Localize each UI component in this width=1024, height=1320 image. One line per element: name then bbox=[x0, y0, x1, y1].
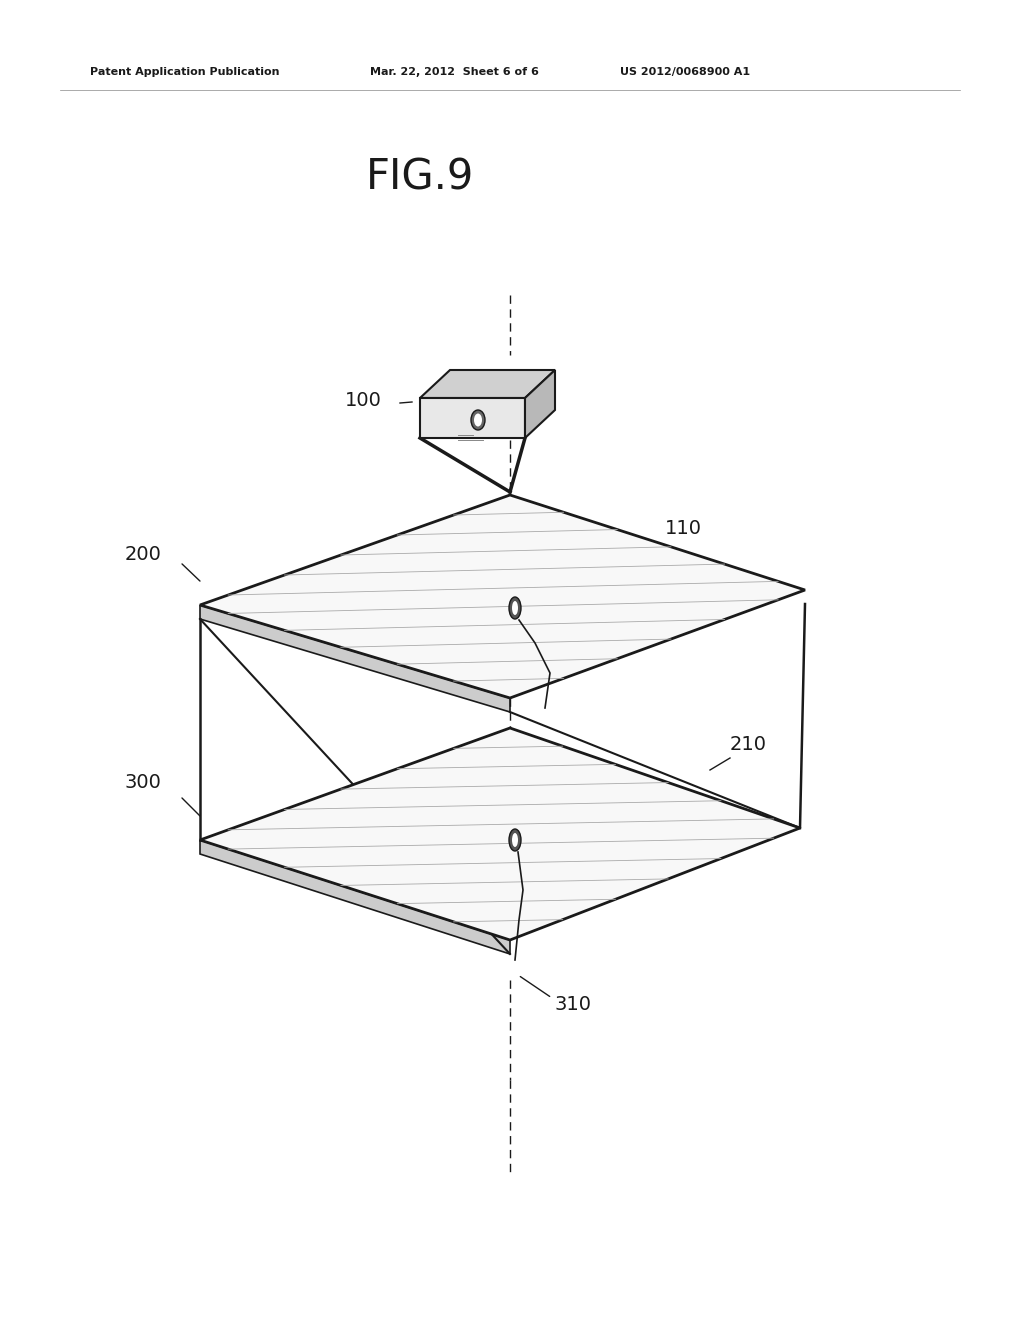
Text: US 2012/0068900 A1: US 2012/0068900 A1 bbox=[620, 67, 751, 77]
Polygon shape bbox=[420, 370, 555, 399]
Ellipse shape bbox=[474, 413, 482, 426]
Text: 100: 100 bbox=[345, 391, 382, 409]
Polygon shape bbox=[200, 495, 805, 698]
Polygon shape bbox=[200, 840, 510, 954]
Text: 210: 210 bbox=[730, 735, 767, 755]
Text: 110: 110 bbox=[665, 519, 702, 537]
Polygon shape bbox=[525, 370, 555, 438]
Ellipse shape bbox=[509, 597, 521, 619]
Polygon shape bbox=[200, 605, 510, 711]
Polygon shape bbox=[420, 399, 525, 438]
Ellipse shape bbox=[509, 829, 521, 851]
Polygon shape bbox=[200, 729, 800, 940]
Text: 310: 310 bbox=[555, 995, 592, 1015]
Text: Mar. 22, 2012  Sheet 6 of 6: Mar. 22, 2012 Sheet 6 of 6 bbox=[370, 67, 539, 77]
Ellipse shape bbox=[512, 601, 518, 615]
Text: FIG.9: FIG.9 bbox=[366, 157, 474, 199]
Text: 300: 300 bbox=[125, 772, 162, 792]
Text: Patent Application Publication: Patent Application Publication bbox=[90, 67, 280, 77]
Text: 200: 200 bbox=[125, 545, 162, 565]
Ellipse shape bbox=[512, 833, 518, 847]
Ellipse shape bbox=[471, 411, 485, 430]
